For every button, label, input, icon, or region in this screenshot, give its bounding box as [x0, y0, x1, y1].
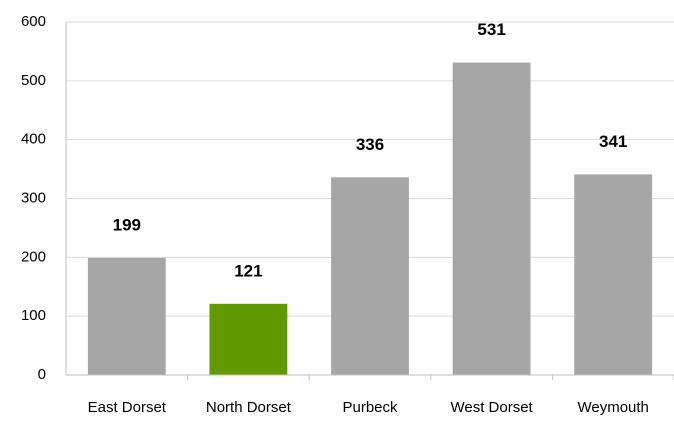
bar — [452, 62, 531, 375]
y-tick-label: 200 — [21, 248, 46, 265]
data-label: 199 — [113, 215, 141, 234]
x-tick-label: Purbeck — [342, 399, 398, 416]
data-label: 336 — [356, 135, 384, 154]
y-tick-label: 0 — [38, 366, 46, 383]
x-tick-label: West Dorset — [450, 399, 533, 416]
data-label: 121 — [234, 261, 262, 280]
data-label: 531 — [477, 20, 505, 39]
data-label: 341 — [599, 132, 627, 151]
x-tick-label: East Dorset — [87, 399, 166, 416]
bar — [574, 174, 653, 375]
y-tick-label: 600 — [21, 13, 46, 30]
y-tick-label: 100 — [21, 307, 46, 324]
bar — [209, 303, 288, 375]
bar — [331, 177, 409, 375]
x-tick-label: Weymouth — [577, 399, 649, 416]
y-tick-label: 500 — [21, 72, 46, 89]
y-tick-label: 400 — [21, 131, 46, 148]
y-tick-label: 300 — [21, 189, 46, 206]
x-tick-label: North Dorset — [205, 399, 291, 416]
bar — [87, 257, 166, 375]
